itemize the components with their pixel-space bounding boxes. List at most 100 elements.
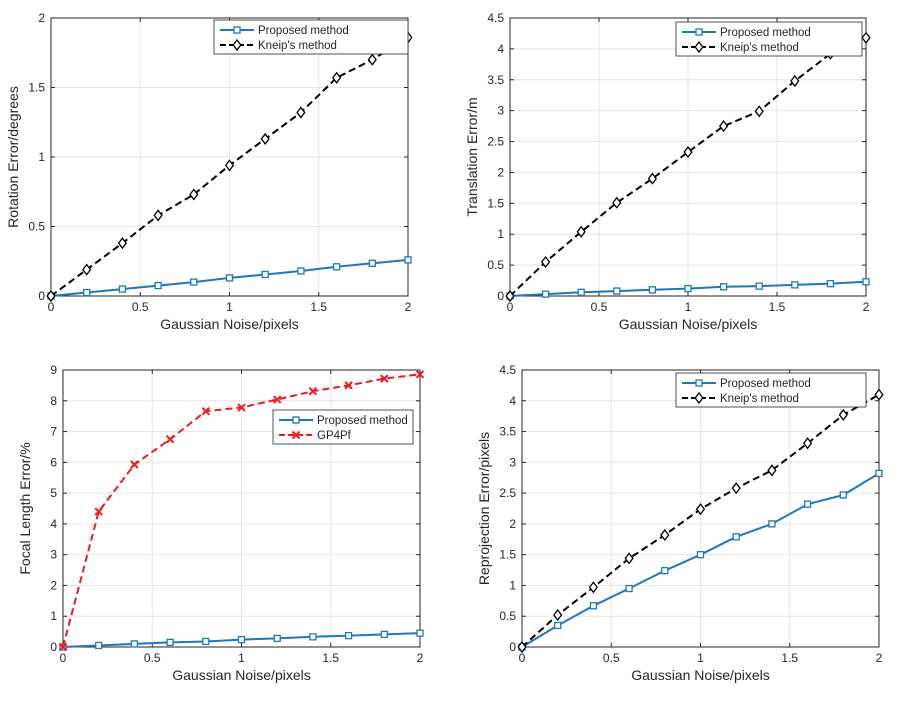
- legend: Proposed method Kneip's method: [675, 21, 863, 57]
- data-point: [732, 533, 740, 541]
- data-point: [82, 263, 92, 276]
- data-point: [613, 287, 621, 295]
- y-tick-label: 3: [50, 548, 57, 562]
- y-tick-label: 8: [50, 394, 57, 408]
- x-tick-label: 0: [48, 300, 55, 314]
- legend-marker: [233, 26, 241, 34]
- data-point: [296, 106, 306, 119]
- x-tick-label: 0: [519, 651, 526, 665]
- data-point: [588, 581, 599, 594]
- data-point: [803, 500, 812, 508]
- data-point: [553, 608, 563, 622]
- data-point: [344, 381, 353, 390]
- data-point: [117, 237, 128, 250]
- y-tick-label: 0.5: [487, 258, 504, 272]
- y-tick-label: 4: [50, 517, 57, 531]
- legend-label: GP4Pf: [317, 430, 352, 442]
- data-point: [367, 53, 377, 66]
- data-point: [695, 503, 706, 516]
- y-axis-label: Focal Length Error/%: [17, 442, 33, 574]
- y-tick-label: 2: [50, 578, 57, 592]
- data-point: [731, 482, 741, 495]
- data-point: [768, 520, 776, 528]
- data-point: [767, 464, 777, 477]
- y-axis-label: Reprojection Error/pixels: [476, 432, 492, 585]
- y-tick-label: 1: [497, 227, 504, 241]
- legend-box: [675, 372, 867, 408]
- data-point: [791, 281, 799, 289]
- data-point: [94, 507, 103, 516]
- data-point: [331, 71, 342, 84]
- x-tick-label: 0.5: [603, 651, 620, 665]
- series-line: [509, 36, 867, 297]
- x-axis-label: Gaussian Noise/pixels: [631, 667, 770, 683]
- y-tick-label: 2: [497, 165, 504, 179]
- data-point: [683, 145, 693, 159]
- data-point: [380, 374, 389, 383]
- x-tick-label: 0.5: [132, 300, 149, 314]
- data-point: [862, 278, 870, 286]
- data-point: [154, 281, 162, 290]
- data-point: [297, 267, 305, 275]
- y-tick-label: 0: [38, 289, 45, 303]
- legend-marker: [232, 38, 242, 52]
- legend-label: Proposed method: [258, 25, 349, 37]
- data-point: [874, 388, 884, 401]
- legend-marker: [694, 40, 704, 54]
- legend: Proposed method GP4Pf: [272, 409, 414, 445]
- x-tick-label: 0.5: [591, 300, 608, 314]
- data-point: [802, 437, 813, 450]
- x-tick-label: 1: [238, 651, 245, 665]
- data-point: [261, 270, 269, 279]
- data-point: [332, 263, 341, 271]
- legend-marker: [695, 379, 703, 387]
- y-axis-label: Rotation Error/degrees: [5, 86, 21, 228]
- y-tick-label: 1.5: [28, 81, 45, 95]
- series-gp4pf: [58, 370, 425, 652]
- y-tick-label: 7: [50, 425, 57, 439]
- data-point: [415, 370, 425, 379]
- x-tick-label: 2: [876, 651, 883, 665]
- x-tick-label: 1.5: [322, 651, 339, 665]
- x-tick-label: 1: [226, 300, 233, 314]
- y-tick-label: 2.5: [487, 135, 504, 149]
- y-tick-label: 3.5: [487, 73, 504, 87]
- y-tick-label: 4: [497, 42, 504, 56]
- data-point: [718, 120, 729, 133]
- data-point: [153, 209, 163, 222]
- data-point: [517, 640, 527, 654]
- legend-label: Kneip's method: [258, 40, 337, 52]
- data-point: [165, 435, 175, 444]
- data-point: [83, 288, 91, 297]
- data-point: [541, 290, 550, 298]
- data-point: [755, 282, 763, 290]
- chart-rotation: 0 0.5 1 1.5 2 0 0.5 1 1.5 2 Gaussian Noise/pixels R…: [5, 11, 413, 332]
- series-proposed-method: [518, 469, 883, 651]
- data-point: [660, 528, 670, 542]
- data-point: [58, 642, 68, 652]
- data-point: [790, 74, 800, 88]
- series-kneip-s-method: [505, 31, 871, 303]
- data-point: [625, 584, 633, 593]
- x-tick-label: 1.5: [310, 300, 327, 314]
- y-tick-label: 4: [509, 394, 516, 408]
- y-tick-label: 2: [38, 11, 45, 25]
- legend-label: Proposed method: [720, 378, 811, 390]
- y-tick-label: 3: [497, 104, 504, 118]
- legend-label: Proposed method: [317, 415, 408, 427]
- data-point: [309, 633, 317, 641]
- legend-label: Kneip's method: [720, 393, 799, 405]
- legend-label: Kneip's method: [720, 42, 799, 54]
- y-tick-label: 6: [50, 455, 57, 469]
- series-kneip-s-method: [517, 388, 884, 654]
- data-point: [273, 634, 281, 643]
- data-point: [368, 259, 376, 267]
- data-point: [344, 631, 353, 640]
- data-point: [237, 635, 246, 644]
- data-point: [189, 188, 199, 201]
- y-tick-label: 4.5: [499, 363, 516, 377]
- y-tick-label: 0.5: [28, 220, 45, 234]
- y-tick-label: 1: [509, 578, 516, 592]
- data-point: [260, 132, 270, 146]
- legend-box: [213, 19, 409, 55]
